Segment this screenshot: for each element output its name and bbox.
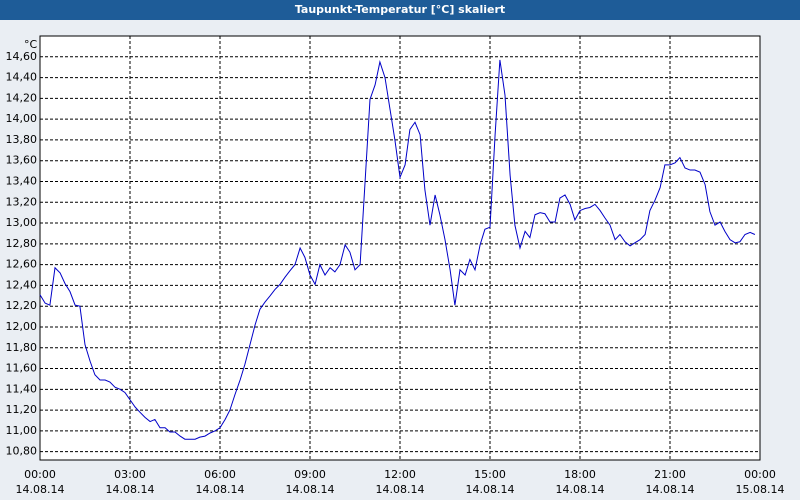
y-tick-label: 11,40: [6, 382, 38, 395]
y-tick-label: 12,40: [6, 278, 38, 291]
x-tick-date: 14.08.14: [646, 483, 695, 496]
y-tick-label: 12,80: [6, 237, 38, 250]
plot-frame: [39, 35, 761, 461]
y-tick-label: 13,40: [6, 174, 38, 187]
x-tick-date: 14.08.14: [286, 483, 335, 496]
y-tick-label: 14,20: [6, 91, 38, 104]
x-tick-label: 06:00: [204, 468, 236, 481]
x-tick-date: 14.08.14: [466, 483, 515, 496]
x-tick-date: 14.08.14: [106, 483, 155, 496]
y-tick-label: 11,80: [6, 341, 38, 354]
x-tick-date: 14.08.14: [16, 483, 65, 496]
x-tick-date: 14.08.14: [196, 483, 245, 496]
y-tick-label: 11,60: [6, 362, 38, 375]
x-tick-label: 15:00: [474, 468, 506, 481]
x-tick-date: 14.08.14: [556, 483, 605, 496]
y-tick-label: 10,80: [6, 445, 38, 458]
y-tick-label: 12,00: [6, 320, 38, 333]
y-tick-label: 13,00: [6, 216, 38, 229]
chart-title: Taupunkt-Temperatur [°C] skaliert: [295, 3, 505, 16]
y-tick-label: 12,20: [6, 299, 38, 312]
line-series: [39, 59, 756, 440]
x-tick-label: 09:00: [294, 468, 326, 481]
y-tick-label: 13,80: [6, 133, 38, 146]
x-tick-label: 18:00: [564, 468, 596, 481]
y-tick-label: 13,20: [6, 195, 38, 208]
x-tick-label: 00:00: [744, 468, 776, 481]
y-tick-label: 14,60: [6, 50, 38, 63]
y-tick-label: 14,00: [6, 112, 38, 125]
y-tick-label: 12,60: [6, 258, 38, 271]
x-tick-label: 21:00: [654, 468, 686, 481]
y-axis-label: °C: [24, 38, 38, 51]
y-tick-label: 11,20: [6, 403, 38, 416]
x-tick-label: 00:00: [24, 468, 56, 481]
title-bar: [0, 0, 800, 20]
y-tick-label: 11,00: [6, 424, 38, 437]
y-tick-label: 13,60: [6, 154, 38, 167]
x-tick-date: 14.08.14: [376, 483, 425, 496]
x-tick-date: 15.08.14: [736, 483, 785, 496]
x-tick-label: 12:00: [384, 468, 416, 481]
y-tick-label: 14,40: [6, 71, 38, 84]
x-tick-label: 03:00: [114, 468, 146, 481]
